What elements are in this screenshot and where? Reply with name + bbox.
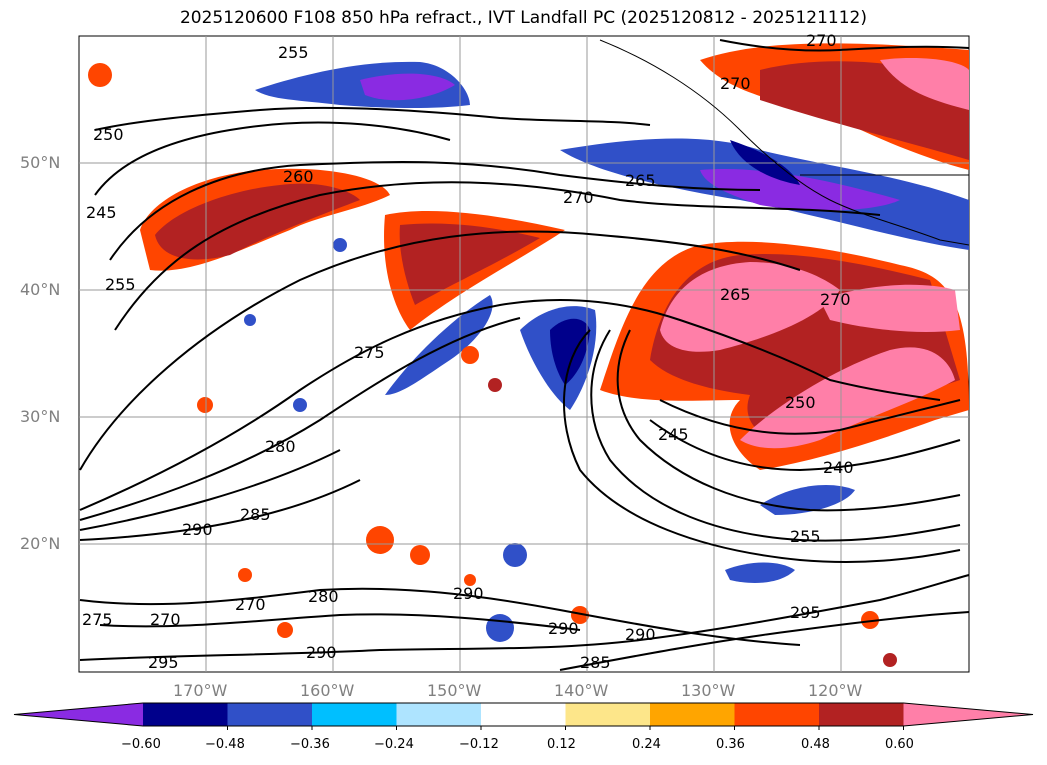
colorbar-tick: −0.24 — [374, 737, 414, 752]
lon-label: 170°W — [173, 681, 228, 700]
colorbar-tick: 0.48 — [801, 737, 830, 752]
lon-label: 150°W — [427, 681, 482, 700]
contour-label: 260 — [283, 167, 314, 186]
colorbar-extend-low — [14, 703, 143, 726]
lat-label: 40°N — [20, 280, 61, 299]
colorbar-tick: 0.60 — [885, 737, 914, 752]
contour-label: 250 — [785, 393, 816, 412]
contour-label: 275 — [354, 343, 385, 362]
contour-labels: 255 250 245 255 260 270 265 270 270 275 … — [82, 31, 854, 672]
contour-label: 270 — [563, 188, 594, 207]
colorbar-tick: −0.60 — [121, 737, 161, 752]
contour-label: 270 — [235, 595, 266, 614]
contour-label: 270 — [720, 74, 751, 93]
colorbar-segment — [312, 703, 397, 726]
colorbar-extend-high — [903, 703, 1033, 726]
colorbar-tick: −0.12 — [459, 737, 499, 752]
contour-label: 280 — [308, 587, 339, 606]
contour-label: 290 — [453, 584, 484, 603]
graticule — [79, 36, 969, 672]
contour-label: 255 — [105, 275, 136, 294]
contour-label: 255 — [278, 43, 309, 62]
colorbar-tick: −0.36 — [290, 737, 330, 752]
shaded-fields — [88, 43, 969, 667]
contour-label: 285 — [240, 505, 271, 524]
contour-label: 270 — [150, 610, 181, 629]
lon-label: 130°W — [681, 681, 736, 700]
colorbar-segment — [227, 703, 313, 726]
contour-label: 255 — [790, 527, 821, 546]
page-title: 2025120600 F108 850 hPa refract., IVT La… — [179, 8, 867, 28]
contour-label: 295 — [148, 653, 179, 672]
contour-label: 290 — [625, 625, 656, 644]
contour-label: 270 — [806, 31, 837, 50]
colorbar-segment — [819, 703, 904, 726]
colorbar-segment — [734, 703, 820, 726]
colorbar-tick: 0.12 — [547, 737, 576, 752]
colorbar-segment — [143, 703, 228, 726]
lat-label: 50°N — [20, 153, 61, 172]
lon-label: 120°W — [808, 681, 863, 700]
contour-label: 290 — [306, 643, 337, 662]
colorbar-segment — [481, 703, 566, 726]
contour-label: 250 — [93, 125, 124, 144]
contour-label: 245 — [86, 203, 117, 222]
contour-label: 280 — [265, 437, 296, 456]
colorbar-tick: −0.48 — [205, 737, 245, 752]
colorbar-outline — [13, 702, 1034, 727]
lat-label: 20°N — [20, 534, 61, 553]
contour-label: 290 — [182, 520, 213, 539]
colorbar-segment — [650, 703, 735, 726]
colorbar — [13, 702, 1034, 730]
contour-label: 265 — [720, 285, 751, 304]
contour-lines — [79, 39, 970, 671]
colorbar-tick: 0.36 — [716, 737, 745, 752]
colorbar-segment — [565, 703, 651, 726]
contour-label: 240 — [823, 458, 854, 477]
lat-label: 30°N — [20, 407, 61, 426]
colorbar-tick: 0.24 — [632, 737, 661, 752]
contour-label: 295 — [790, 603, 821, 622]
contour-label: 265 — [625, 171, 656, 190]
contour-label: 285 — [580, 653, 611, 672]
lon-label: 160°W — [300, 681, 355, 700]
contour-label: 245 — [658, 425, 689, 444]
contour-label: 270 — [820, 290, 851, 309]
colorbar-segment — [396, 703, 482, 726]
coastline — [599, 39, 970, 246]
lon-label: 140°W — [554, 681, 609, 700]
contour-label: 290 — [548, 619, 579, 638]
contour-label: 275 — [82, 610, 113, 629]
